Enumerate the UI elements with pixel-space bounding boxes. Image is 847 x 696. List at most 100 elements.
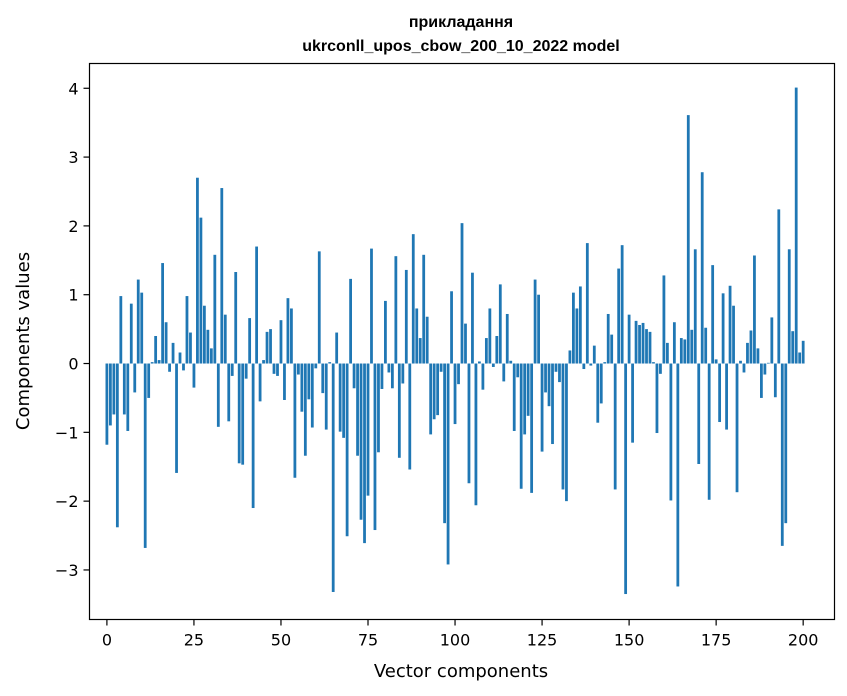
bar <box>227 363 231 422</box>
bar <box>196 177 199 364</box>
y-tick-label: −2 <box>55 492 79 511</box>
bar <box>669 363 673 501</box>
bar <box>321 363 325 394</box>
bar <box>725 363 728 430</box>
bar <box>293 363 297 478</box>
bar <box>418 338 422 364</box>
bar <box>610 334 614 364</box>
bar <box>718 363 722 423</box>
bar <box>394 256 398 364</box>
bar <box>467 363 471 484</box>
bar <box>638 324 641 364</box>
x-tick-label: 50 <box>271 631 291 650</box>
bar <box>255 246 258 364</box>
bar <box>766 362 770 364</box>
bar <box>686 115 690 364</box>
bar <box>453 363 457 425</box>
bar <box>265 331 269 364</box>
bar <box>770 317 774 364</box>
bar <box>157 360 161 364</box>
bar <box>387 363 391 373</box>
bar <box>185 296 189 364</box>
bar <box>662 275 666 364</box>
bar <box>244 363 248 379</box>
bar <box>234 272 238 364</box>
bar <box>537 294 540 364</box>
bar <box>129 303 133 364</box>
bar <box>530 363 534 493</box>
bar <box>408 363 412 470</box>
bar <box>659 363 662 374</box>
bar <box>401 363 405 384</box>
bar <box>526 363 530 416</box>
bar <box>798 352 802 364</box>
bar <box>133 363 137 393</box>
bar <box>585 243 589 364</box>
bar <box>707 363 711 500</box>
bar <box>596 363 600 423</box>
bar <box>359 363 363 520</box>
bar <box>143 363 147 548</box>
bar <box>164 322 168 364</box>
bar <box>540 363 544 452</box>
bar <box>551 363 554 445</box>
bar <box>683 339 687 364</box>
bar <box>178 352 182 364</box>
bar <box>363 363 366 544</box>
chart-title: прикладання <box>409 14 513 31</box>
bar <box>397 363 401 458</box>
bar <box>136 279 140 364</box>
bar <box>672 322 676 364</box>
bar <box>523 363 527 435</box>
bar <box>753 255 756 364</box>
bar <box>338 363 342 432</box>
bar <box>457 363 460 385</box>
bar <box>199 217 203 364</box>
bar <box>631 363 634 443</box>
bars-group <box>105 87 805 595</box>
bar <box>122 363 126 415</box>
bar <box>780 363 784 546</box>
bar <box>735 363 739 493</box>
bar <box>443 363 446 524</box>
x-tick-label: 150 <box>614 631 645 650</box>
bar <box>704 327 708 364</box>
bar <box>335 332 339 364</box>
bar <box>478 361 481 364</box>
bar <box>732 305 735 364</box>
bar <box>634 320 638 364</box>
bar <box>794 87 798 364</box>
bar <box>746 342 749 364</box>
bar <box>578 286 582 364</box>
bar <box>112 363 116 415</box>
bar <box>450 291 453 364</box>
bar <box>533 279 537 364</box>
bar <box>787 249 791 364</box>
bar <box>784 363 788 524</box>
bar <box>484 338 488 364</box>
bar <box>544 363 547 393</box>
bar <box>161 263 164 364</box>
bar <box>627 314 631 364</box>
bar <box>460 223 464 364</box>
bar <box>119 296 123 364</box>
plot-frame <box>88 62 836 621</box>
bar <box>516 363 520 378</box>
bar <box>763 363 767 375</box>
bar <box>404 269 408 364</box>
bar <box>714 359 718 364</box>
bar <box>773 363 777 398</box>
bar <box>502 363 506 382</box>
bar <box>777 209 781 364</box>
bar <box>749 330 753 364</box>
bar <box>147 363 151 398</box>
bar <box>582 363 586 370</box>
bar <box>711 265 715 364</box>
bar <box>258 363 262 402</box>
bar <box>446 363 450 565</box>
bar <box>547 363 551 407</box>
bar <box>154 336 158 364</box>
bar <box>182 363 185 371</box>
bar <box>331 363 335 592</box>
